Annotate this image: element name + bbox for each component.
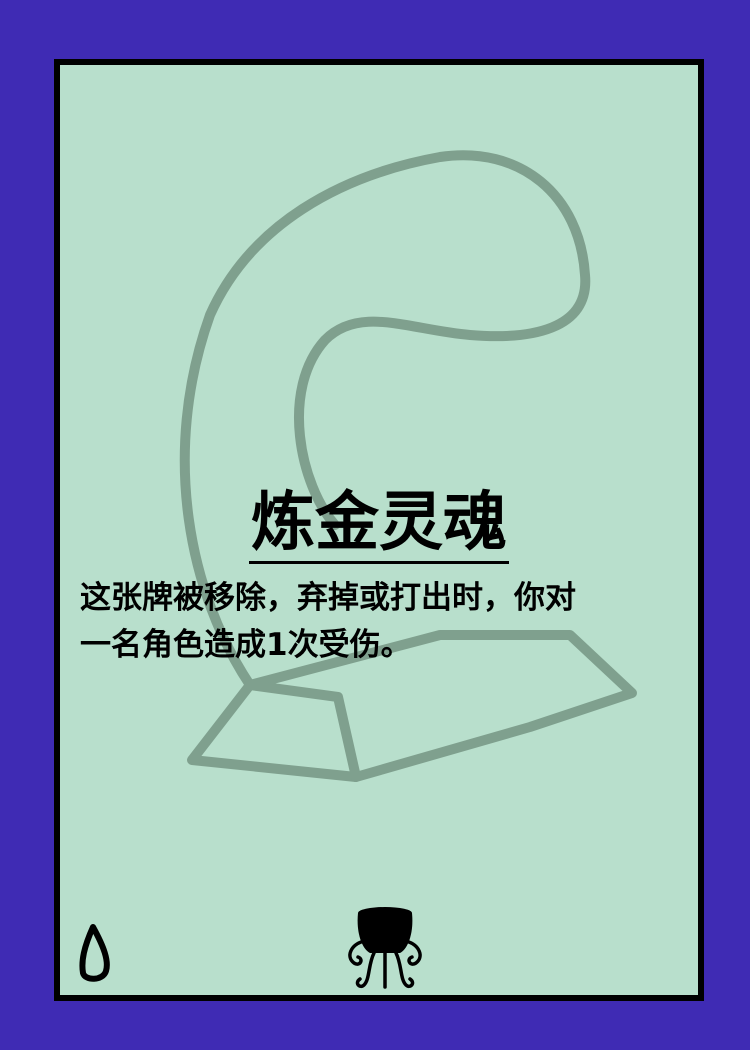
game-card[interactable]: 炼金灵魂 这张牌被移除，弃掉或打出时，你对 一名角色造成1次受伤。 xyxy=(54,59,704,1001)
cauldron-icon xyxy=(348,907,422,989)
card-title-text: 炼金灵魂 xyxy=(249,485,509,564)
card-description-line: 一名角色造成1次受伤。 xyxy=(80,627,412,663)
card-description-line: 这张牌被移除，弃掉或打出时，你对 xyxy=(80,580,576,616)
alchemy-spirit-art-icon xyxy=(179,150,637,782)
card-title: 炼金灵魂 xyxy=(60,483,698,564)
card-description: 这张牌被移除，弃掉或打出时，你对 一名角色造成1次受伤。 xyxy=(80,575,640,669)
drop-icon xyxy=(79,924,110,982)
